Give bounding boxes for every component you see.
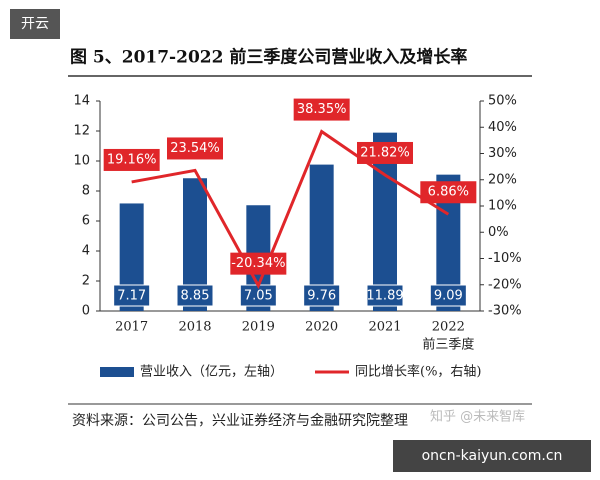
- line-label-box: [420, 181, 477, 204]
- y2-tick-label: 30%: [488, 146, 517, 161]
- y2-tick-label: -10%: [488, 251, 522, 266]
- y2-tick-label: 40%: [488, 120, 517, 135]
- x-tick-label: 2017: [115, 320, 148, 335]
- y-tick-label: 2: [82, 274, 90, 289]
- line-label-box: [230, 252, 287, 275]
- badge: 开云: [21, 16, 49, 32]
- y2-tick-label: -20%: [488, 277, 522, 292]
- bar-label: 11.89: [366, 289, 403, 304]
- bar-label: 9.76: [307, 289, 336, 304]
- bar-label: 7.17: [117, 289, 146, 304]
- y-tick-label: 8: [82, 184, 90, 199]
- line-label: 6.86%: [428, 185, 469, 200]
- line-label-box: [357, 141, 413, 164]
- y2-tick-label: 0%: [488, 225, 509, 240]
- legend-label: 同比增长率(%，右轴): [355, 364, 482, 380]
- site-box: [393, 440, 591, 472]
- bar-label-box: [429, 284, 467, 307]
- line-label: -20.34%: [231, 256, 285, 271]
- x-tick-note: 前三季度: [422, 337, 474, 353]
- y2-tick-label: 10%: [488, 199, 517, 214]
- site: oncn-kaiyun.com.cn: [422, 448, 563, 464]
- line-label: 38.35%: [297, 102, 347, 117]
- y-tick-label: 14: [73, 94, 90, 109]
- y-tick-label: 10: [73, 154, 90, 169]
- bar-label: 9.09: [434, 289, 463, 304]
- watermark: 知乎 @未来智库: [430, 409, 525, 425]
- y2-tick-label: 20%: [488, 172, 517, 187]
- line-label: 21.82%: [360, 145, 410, 160]
- line-label-box: [167, 137, 223, 160]
- line-label-box: [293, 98, 350, 121]
- line: [131, 129, 450, 290]
- x-tick-label: 2020: [305, 320, 338, 335]
- x-tick-label: 2018: [178, 320, 211, 335]
- bar-label-box: [176, 284, 214, 307]
- badge-box: [10, 9, 60, 39]
- bar-label: 7.05: [244, 289, 273, 304]
- legend-label: 营业收入（亿元，左轴）: [140, 365, 283, 380]
- y-tick-label: 6: [82, 214, 90, 229]
- y2-tick-label: 50%: [488, 94, 517, 109]
- bar-label-box: [113, 284, 151, 307]
- line-label-box: [103, 148, 160, 171]
- bar-label-box: [366, 284, 404, 307]
- x-tick-label: 2019: [242, 320, 275, 335]
- y-tick-label: 12: [73, 124, 90, 139]
- y-tick-label: 4: [82, 244, 90, 259]
- x-tick-label: 2021: [368, 320, 401, 335]
- line-label: 23.54%: [170, 141, 220, 156]
- bar-label: 8.85: [181, 289, 210, 304]
- y2-tick-label: -30%: [488, 304, 522, 319]
- legend-swatch: [100, 367, 134, 377]
- line-label: 19.16%: [107, 152, 157, 167]
- chart-title: 图 5、2017-2022 前三季度公司营业收入及增长率: [70, 47, 467, 68]
- source: 资料来源：公司公告，兴业证券经济与金融研究院整理: [72, 413, 408, 429]
- y-tick-label: 0: [82, 304, 90, 319]
- bar: [119, 203, 144, 311]
- x-tick-label: 2022: [432, 320, 465, 335]
- bar-label-box: [303, 284, 341, 307]
